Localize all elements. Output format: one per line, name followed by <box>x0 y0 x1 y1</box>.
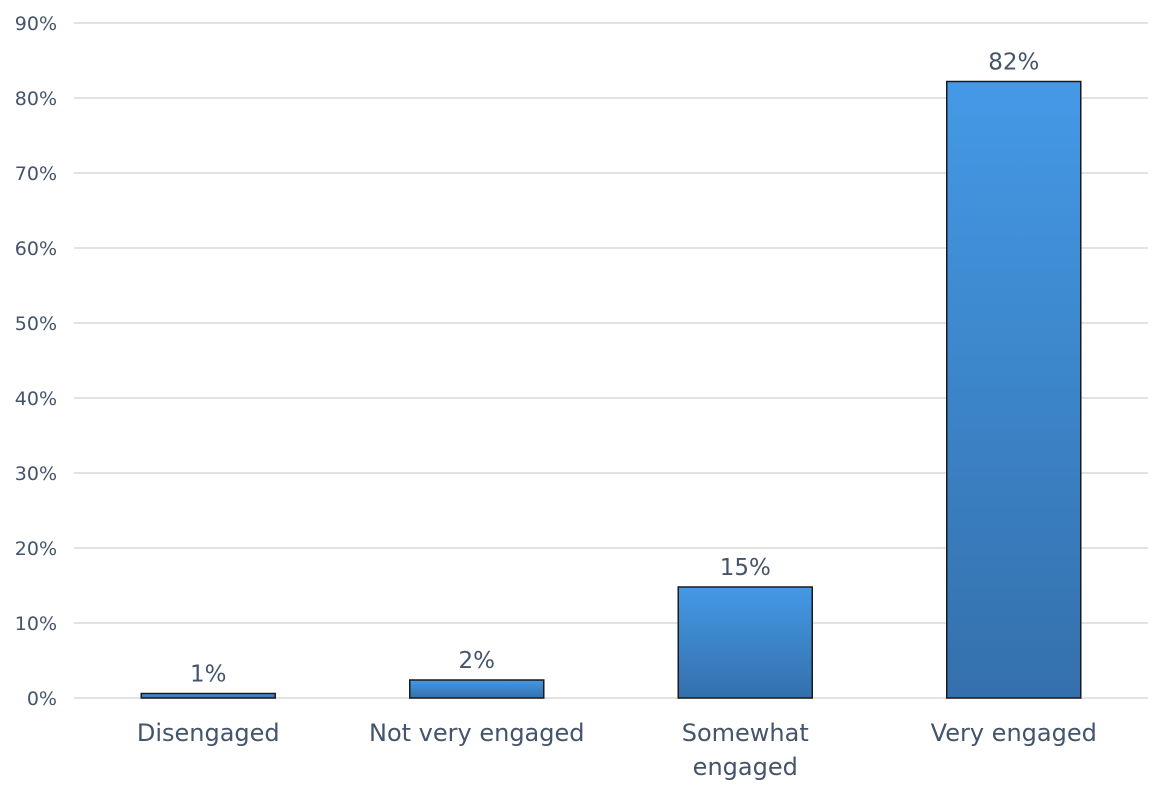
x-axis-ticks: Disengaged Not very engaged Somewhat engage… <box>137 719 1097 781</box>
y-tick-label: 90% <box>15 13 57 35</box>
y-tick-label: 80% <box>15 88 57 110</box>
bar-somewhat-engaged <box>677 586 813 699</box>
y-tick-label: 60% <box>15 238 57 260</box>
gridlines <box>74 22 1148 699</box>
y-tick-label: 70% <box>15 163 57 185</box>
x-tick-label-line: engaged <box>693 753 798 781</box>
x-tick-label: Somewhat engaged <box>682 719 809 781</box>
x-tick-label-line: Very engaged <box>931 719 1097 747</box>
x-tick-label-line: Not very engaged <box>369 719 585 747</box>
bar-not-very-engaged <box>409 679 545 699</box>
data-label: 1% <box>190 662 227 688</box>
data-label: 82% <box>988 50 1039 76</box>
data-label: 2% <box>459 648 496 674</box>
y-tick-label: 10% <box>15 613 57 635</box>
data-label: 15% <box>720 555 771 581</box>
x-tick-label-line: Disengaged <box>137 719 280 747</box>
x-tick-label: Not very engaged <box>369 719 585 747</box>
bar-very-engaged <box>946 80 1082 699</box>
y-tick-label: 30% <box>15 463 57 485</box>
y-tick-label: 0% <box>27 688 57 710</box>
y-axis-ticks: 0% 10% 20% 30% 40% 50% 60% 70% 80% 90% <box>15 13 57 710</box>
x-tick-label-line: Somewhat <box>682 719 809 747</box>
y-tick-label: 40% <box>15 388 57 410</box>
bars <box>140 80 1082 699</box>
x-tick-label: Very engaged <box>931 719 1097 747</box>
y-tick-label: 20% <box>15 538 57 560</box>
y-tick-label: 50% <box>15 313 57 335</box>
bar-disengaged <box>140 692 276 699</box>
data-labels: 1% 2% 15% 82% <box>190 50 1039 688</box>
x-tick-label: Disengaged <box>137 719 280 747</box>
